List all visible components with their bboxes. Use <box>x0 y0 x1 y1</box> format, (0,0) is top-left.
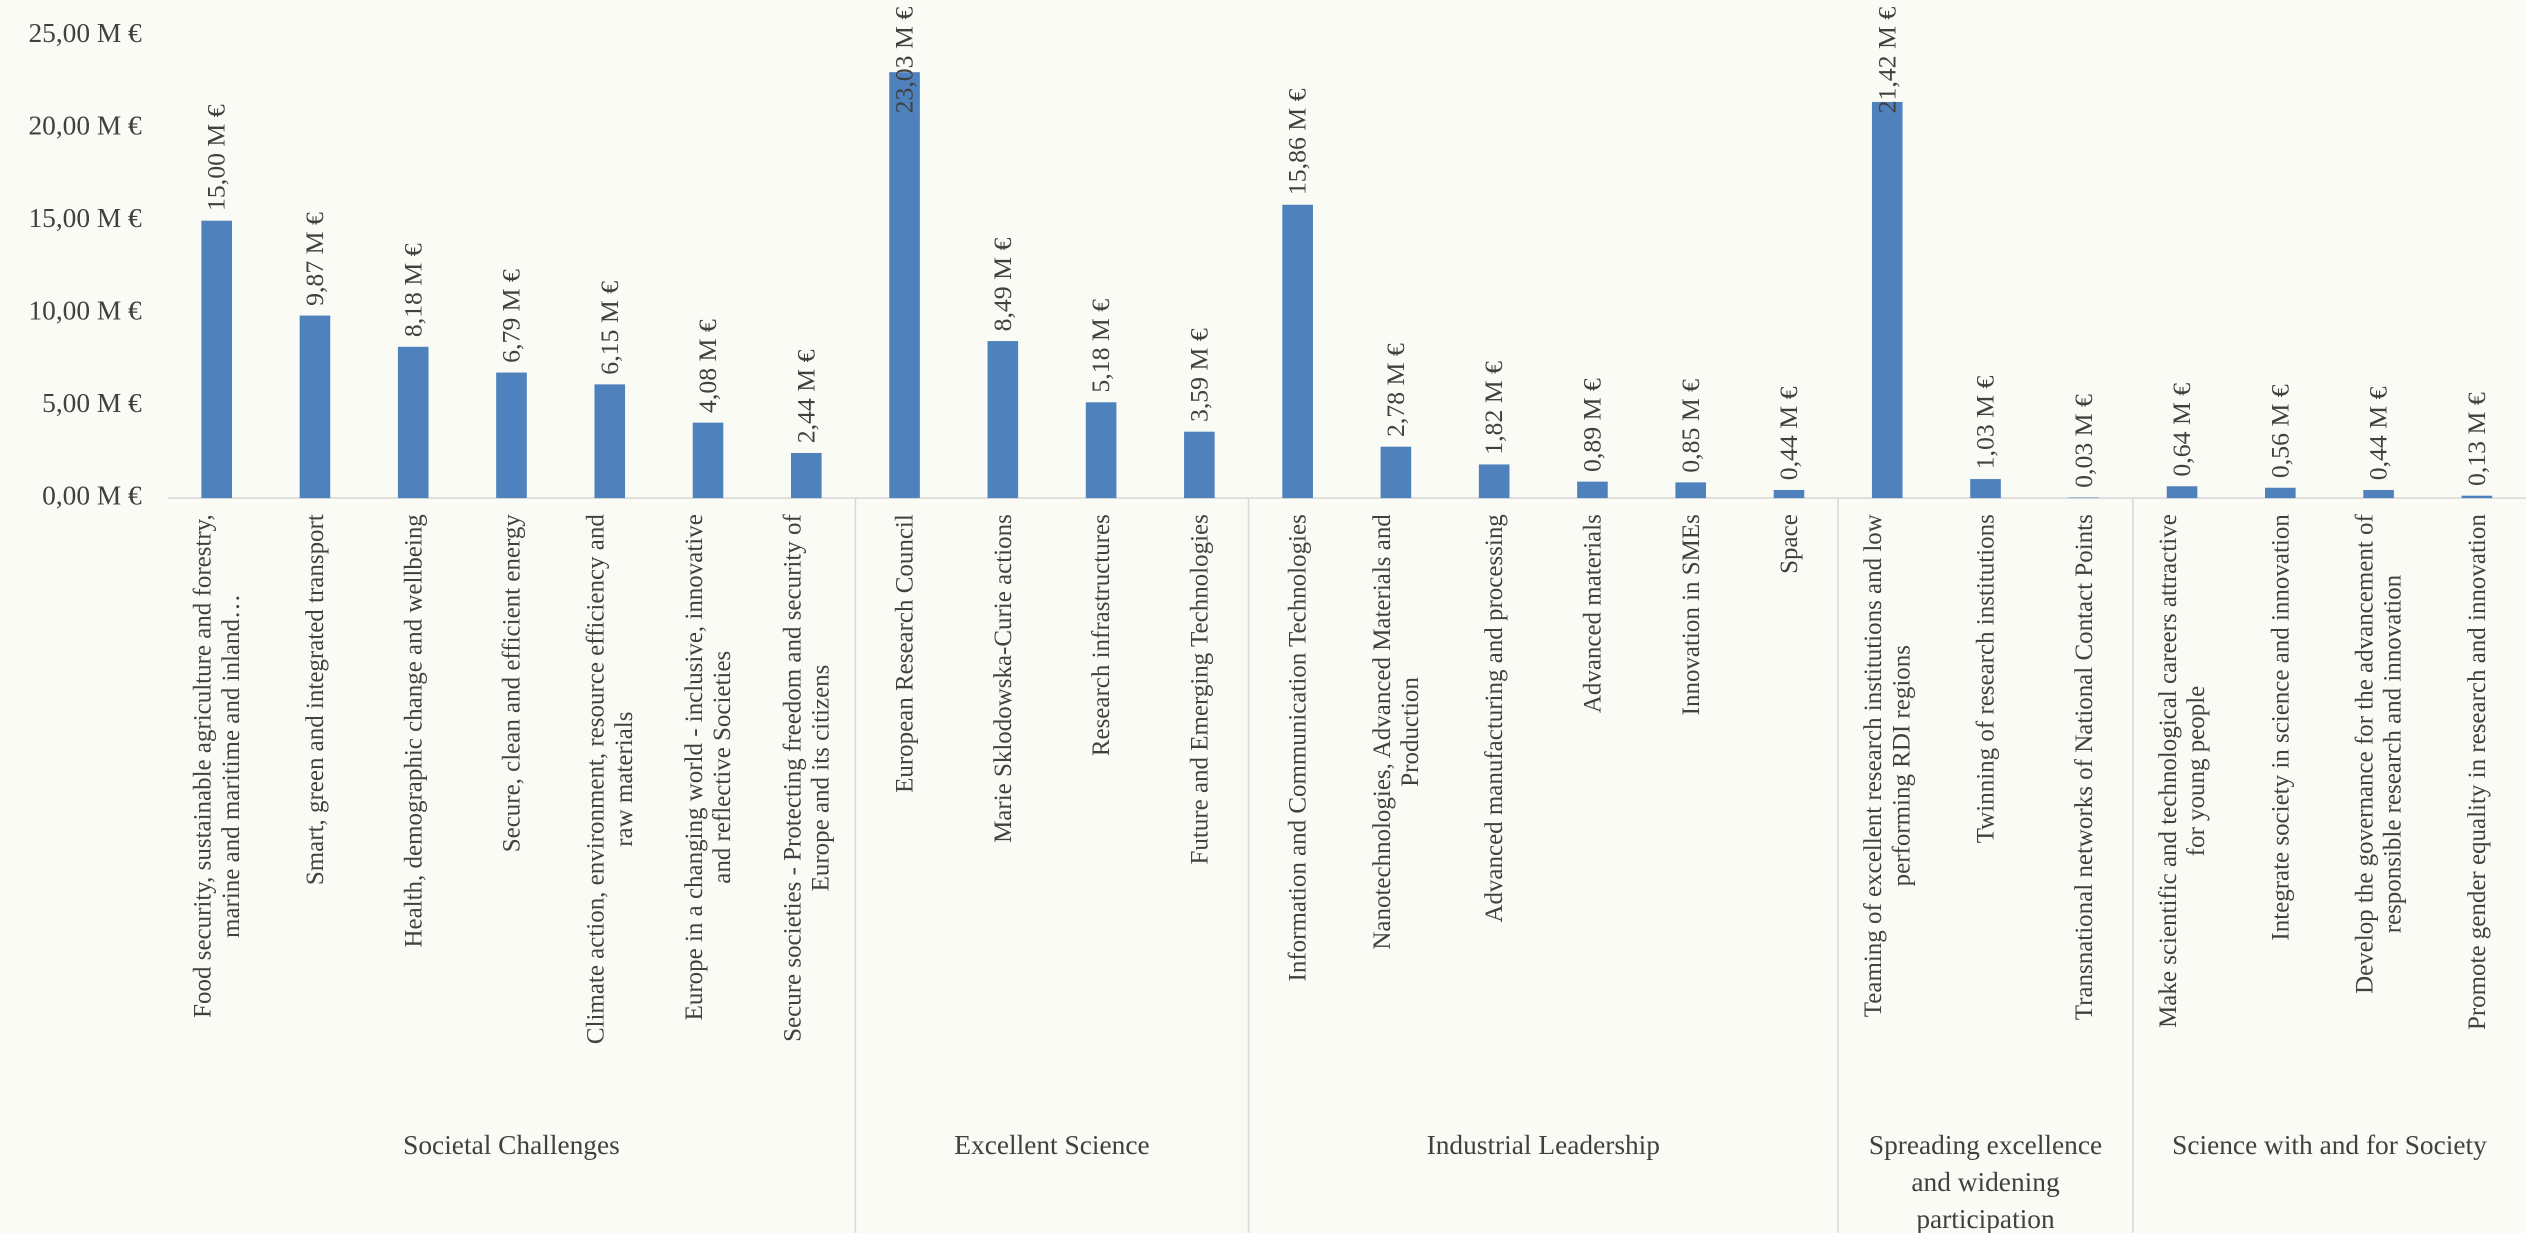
bar <box>889 72 920 499</box>
value-label: 8,49 M € <box>988 238 1017 332</box>
value-label: 0,44 M € <box>1774 386 1803 480</box>
x-tick-label: Future and Emerging Technologies <box>1186 514 1213 864</box>
value-label: 15,86 M € <box>1283 88 1312 195</box>
bar <box>1380 446 1412 499</box>
value-label: 0,44 M € <box>2364 386 2393 480</box>
y-tick-label: 10,00 M € <box>28 295 142 325</box>
value-label: 5,18 M € <box>1086 299 1115 393</box>
x-tick-label: Innovation in SMEs <box>1678 514 1705 715</box>
bar <box>594 384 626 499</box>
x-tick-label: Make scientific and technological career… <box>2155 514 2210 1028</box>
x-tick-label: Twinning of research institutions <box>1973 514 2000 843</box>
y-tick-label: 15,00 M € <box>28 203 142 233</box>
x-tick-label: Secure societies - Protecting freedom an… <box>779 514 834 1042</box>
y-tick-label: 5,00 M € <box>42 388 142 418</box>
x-tick-label: Research infrastructures <box>1088 514 1115 756</box>
bar <box>1282 204 1313 499</box>
bar <box>496 372 527 499</box>
x-tick-label: Integrate society in science and innovat… <box>2267 514 2294 941</box>
bar <box>1871 101 1903 499</box>
y-tick-label: 25,00 M € <box>28 18 142 48</box>
value-label: 2,78 M € <box>1381 343 1410 437</box>
value-label: 3,59 M € <box>1184 328 1213 422</box>
x-tick-label: Transnational networks of National Conta… <box>2071 514 2098 1020</box>
x-tick-label: Information and Communication Technologi… <box>1285 514 1312 981</box>
bar <box>2068 497 2100 499</box>
value-label: 0,85 M € <box>1676 379 1705 473</box>
group-label: Industrial Leadership <box>1427 1130 1660 1160</box>
bar <box>2166 486 2198 499</box>
value-label: 0,89 M € <box>1577 378 1606 472</box>
x-tick-label: Food security, sustainable agriculture a… <box>190 514 245 1018</box>
bar <box>987 341 1019 499</box>
value-label: 8,18 M € <box>398 243 427 337</box>
bar <box>2363 489 2394 499</box>
bar <box>1184 431 1215 499</box>
x-tick-label: Advanced manufacturing and processing <box>1481 514 1508 923</box>
bar <box>2265 487 2296 499</box>
value-label: 1,03 M € <box>1971 375 2000 469</box>
bar <box>2461 495 2493 499</box>
y-tick-label: 20,00 M € <box>28 110 142 140</box>
value-label: 0,56 M € <box>2265 384 2294 478</box>
bar <box>1577 481 1608 499</box>
x-tick-label: Climate action, environment, resource ef… <box>583 514 638 1044</box>
bar <box>1675 482 1707 499</box>
value-label: 1,82 M € <box>1479 361 1508 455</box>
value-label: 15,00 M € <box>202 104 231 211</box>
value-label: 2,44 M € <box>791 349 820 443</box>
bar <box>397 346 429 499</box>
x-tick-label: Promote gender equality in research and … <box>2464 514 2491 1030</box>
value-label: 23,03 M € <box>890 7 919 114</box>
x-tick-label: Teaming of excellent research institutio… <box>1860 514 1915 1017</box>
bar <box>1773 489 1805 499</box>
bar <box>1085 402 1117 499</box>
value-label: 6,79 M € <box>497 269 526 363</box>
x-tick-label: Advanced materials <box>1579 514 1606 713</box>
value-label: 9,87 M € <box>300 212 329 306</box>
value-label: 21,42 M € <box>1872 7 1901 114</box>
group-label: Societal Challenges <box>403 1130 620 1160</box>
value-label: 0,64 M € <box>2167 383 2196 477</box>
group-label: Excellent Science <box>954 1130 1149 1160</box>
x-tick-label: Marie Sklodowska-Curie actions <box>990 514 1017 843</box>
value-label: 6,15 M € <box>595 281 624 375</box>
x-tick-label: Smart, green and integrated transport <box>302 514 329 885</box>
bar <box>1478 464 1510 499</box>
bar <box>1970 479 2001 499</box>
x-tick-label: Europe in a changing world - inclusive, … <box>681 514 736 1020</box>
bar <box>790 452 822 499</box>
bar <box>201 220 232 499</box>
bar <box>692 422 724 499</box>
y-tick-label: 0,00 M € <box>42 480 142 510</box>
group-label: Spreading excellence and widening particip… <box>1869 1130 2102 1233</box>
x-tick-label: Space <box>1776 514 1803 574</box>
value-label: 4,08 M € <box>693 319 722 413</box>
x-tick-label: Develop the governance for the advanceme… <box>2352 514 2407 994</box>
x-tick-label: European Research Council <box>892 514 919 793</box>
value-label: 0,03 M € <box>2069 394 2098 488</box>
bar <box>299 315 331 499</box>
group-label: Science with and for Society <box>2172 1130 2487 1160</box>
x-tick-label: Health, demographic change and wellbeing <box>400 514 427 948</box>
x-tick-label: Nanotechnologies, Advanced Materials and… <box>1369 514 1424 950</box>
value-label: 0,13 M € <box>2462 392 2491 486</box>
x-tick-label: Secure, clean and efficient energy <box>499 514 526 853</box>
